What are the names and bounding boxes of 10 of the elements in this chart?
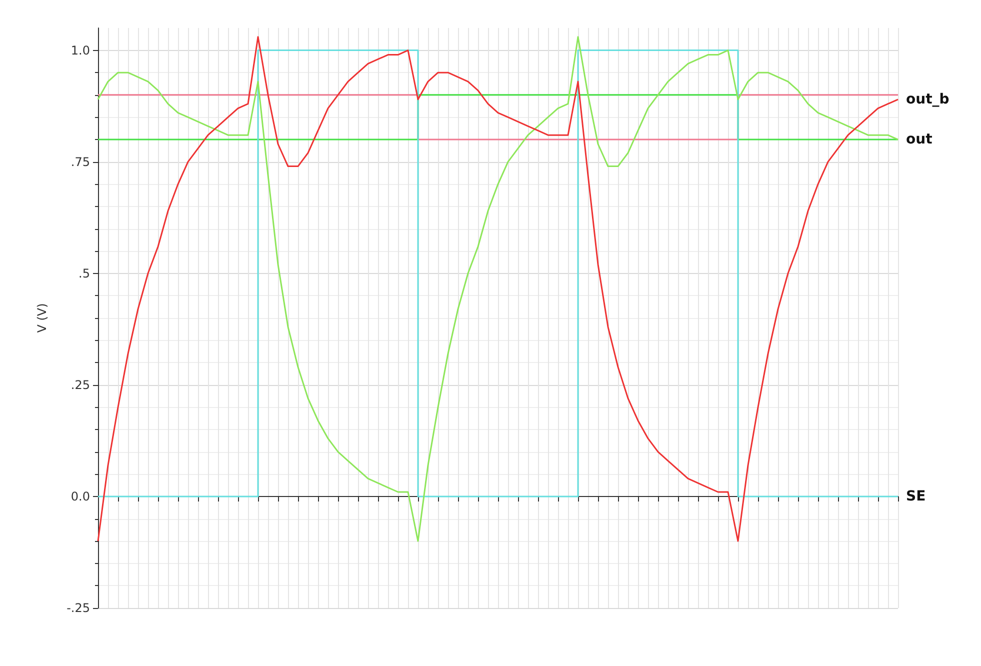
y-tick-label: .25 [70, 378, 90, 392]
y-tick-label: 1.0 [70, 43, 90, 58]
y-tick-label: .75 [70, 154, 90, 169]
series-label: SE [906, 488, 926, 504]
y-tick-label: -.25 [66, 601, 90, 615]
y-axis-title: V (V) [35, 303, 49, 333]
series-label: out_b [906, 91, 950, 108]
y-tick-label: 0.0 [70, 489, 90, 504]
series-label: out [906, 132, 933, 148]
y-tick-label: .5 [78, 266, 90, 280]
